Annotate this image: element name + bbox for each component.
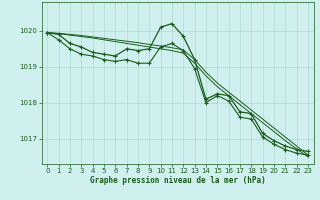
X-axis label: Graphe pression niveau de la mer (hPa): Graphe pression niveau de la mer (hPa)	[90, 176, 266, 185]
